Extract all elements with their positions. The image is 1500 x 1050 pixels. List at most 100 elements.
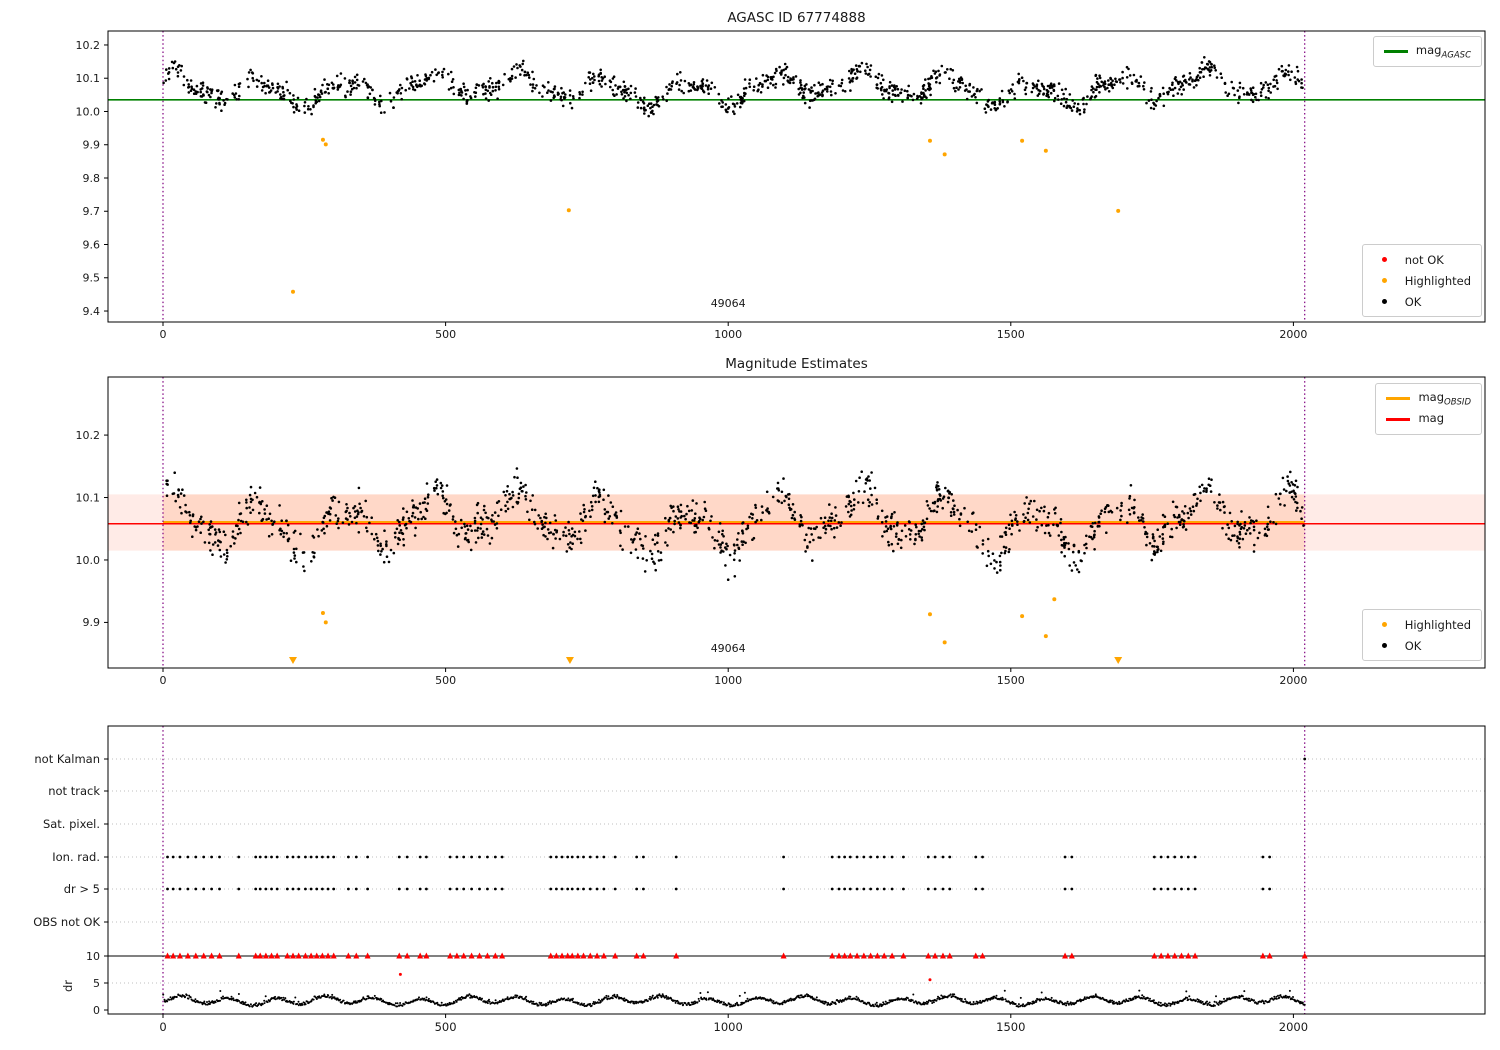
x-tick-label: 500 <box>435 328 456 341</box>
axes-border <box>107 376 1486 669</box>
obsid-annotation: 49064 <box>711 297 746 310</box>
top-plot: 10.2 10.1 10.0 9.9 9.8 9.7 9.6 9.5 9.4 0 500 1000 15… <box>76 30 1486 341</box>
axes-border <box>107 30 1486 323</box>
plot-background <box>108 31 1485 322</box>
top-plot-title: AGASC ID 67774888 <box>727 10 866 26</box>
y-tick-label: 9.9 <box>83 139 101 152</box>
swatch-wrap <box>1373 643 1397 648</box>
legend-label-mag-agasc: magAGASC <box>1415 42 1471 61</box>
dr-clipped-markers <box>164 952 1308 982</box>
swatch-wrap <box>1386 397 1411 400</box>
y-tick-label: 9.7 <box>83 205 101 218</box>
x-tick-label: 1000 <box>714 1020 743 1034</box>
highlighted-marker-swatch <box>1382 278 1388 283</box>
x-tick-label: 2000 <box>1279 328 1307 341</box>
dr-tick-label: 5 <box>93 977 100 990</box>
y-tick-label: 9.8 <box>83 172 101 185</box>
clipped-low-triangle <box>288 657 297 664</box>
legend-item-mag: mag <box>1386 409 1471 430</box>
category-label: Ion. rad. <box>52 850 100 864</box>
dr-tick-label: 10 <box>86 950 100 963</box>
dr-tick-label: 0 <box>93 1004 100 1017</box>
y-tick-label: 9.4 <box>83 305 101 318</box>
grid-lines <box>108 758 1485 984</box>
top-plot-axes <box>107 30 1486 323</box>
bottom-plot: not Kalman not track Sat. pixel. Ion. rad. d… <box>33 725 1486 1034</box>
legend-item-ok: OK <box>1373 291 1471 312</box>
legend-item-not-ok: not OK <box>1373 249 1471 270</box>
x-tick-label: 1000 <box>714 674 742 687</box>
x-tick-label: 1500 <box>996 1020 1025 1034</box>
swatch-wrap <box>1386 418 1411 421</box>
x-tick-label: 1500 <box>997 328 1025 341</box>
middle-plot-ticks: 10.2 10.1 10.0 9.9 0 500 1000 1500 2000 <box>76 429 1308 687</box>
y-tick-label: 9.6 <box>83 238 101 251</box>
y-tick-label: 10.2 <box>76 429 101 442</box>
highlighted-marker-swatch <box>1382 622 1388 627</box>
legend-item-mag-obsid: magOBSID <box>1386 388 1471 409</box>
swatch-wrap <box>1373 257 1397 262</box>
flag-dots <box>166 757 1307 891</box>
category-label: dr > 5 <box>64 882 100 896</box>
legend-label-ok: OK <box>1404 294 1422 309</box>
x-tick-label: 500 <box>435 1020 457 1034</box>
plot-background <box>108 726 1485 1014</box>
ok-marker-swatch <box>1382 299 1388 304</box>
x-tick-label: 0 <box>160 328 167 341</box>
x-tick-label: 500 <box>435 674 456 687</box>
category-label: Sat. pixel. <box>43 817 100 831</box>
swatch-wrap <box>1373 622 1397 627</box>
y-tick-label: 10.0 <box>76 554 101 567</box>
highlighted-scatter <box>290 137 1121 294</box>
dr-axis-label: dr <box>61 980 75 992</box>
x-tick-label: 1000 <box>714 328 742 341</box>
category-label: not Kalman <box>34 752 100 766</box>
y-tick-label: 10.1 <box>76 491 101 504</box>
swatch-wrap <box>1373 299 1397 304</box>
ok-scatter <box>165 467 1305 581</box>
clipped-low-triangle <box>565 657 574 664</box>
legend-mag-agasc: magAGASC <box>1372 36 1482 67</box>
y-tick-label: 10.1 <box>76 72 101 85</box>
bottom-plot-axes <box>107 725 1486 1015</box>
axes-border <box>107 725 1486 1015</box>
x-tick-label: 2000 <box>1279 674 1307 687</box>
y-tick-label: 10.2 <box>76 39 101 52</box>
middle-plot-title: Magnitude Estimates <box>725 356 868 372</box>
middle-plot-axes <box>107 376 1486 669</box>
legend-item-highlighted: Highlighted <box>1373 270 1471 291</box>
category-label: not track <box>48 784 100 798</box>
mag-agasc-line-swatch <box>1383 50 1408 53</box>
y-tick-label: 9.5 <box>83 272 101 285</box>
mag-obsid-line-swatch <box>1386 397 1411 400</box>
category-label: OBS not OK <box>33 915 100 929</box>
legend-label-highlighted: Highlighted <box>1404 273 1471 288</box>
y-tick-label: 10.0 <box>76 105 101 118</box>
legend-mid-markers: Highlighted OK <box>1361 609 1482 661</box>
legend-label-not-ok: not OK <box>1404 252 1444 267</box>
legend-item-highlighted: Highlighted <box>1373 614 1471 635</box>
mag-line-swatch <box>1386 418 1411 421</box>
middle-plot: 10.2 10.1 10.0 9.9 0 500 1000 1500 2000 49064 <box>76 376 1486 687</box>
top-plot-ticks: 10.2 10.1 10.0 9.9 9.8 9.7 9.6 9.5 9.4 0 500 1000 15… <box>76 39 1308 341</box>
legend-mid-lines: magOBSID mag <box>1375 383 1482 435</box>
legend-label-ok: OK <box>1404 638 1422 653</box>
dr-scatter <box>162 989 1306 1008</box>
x-tick-label: 0 <box>159 1020 166 1034</box>
swatch-wrap <box>1383 50 1408 53</box>
x-tick-label: 2000 <box>1279 1020 1308 1034</box>
legend-label-mag-obsid: magOBSID <box>1418 389 1471 408</box>
legend-item-mag-agasc: magAGASC <box>1383 41 1471 62</box>
not-ok-marker-swatch <box>1382 257 1388 262</box>
y-tick-label: 9.9 <box>83 616 101 629</box>
legend-label-highlighted: Highlighted <box>1404 617 1471 632</box>
ok-scatter <box>162 56 1304 118</box>
highlighted-scatter <box>288 597 1123 664</box>
x-tick-label: 1500 <box>997 674 1025 687</box>
legend-item-ok: OK <box>1373 635 1471 656</box>
obsid-annotation: 49064 <box>711 642 746 655</box>
legend-label-mag: mag <box>1418 410 1445 425</box>
ok-marker-swatch <box>1382 643 1388 648</box>
legend-top-markers: not OK Highlighted OK <box>1361 244 1482 317</box>
